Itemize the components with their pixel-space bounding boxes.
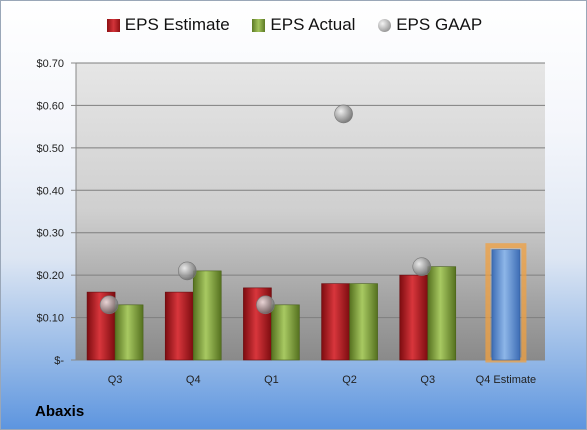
legend-swatch-eps-actual — [252, 18, 266, 32]
marker-eps-gaap — [177, 261, 197, 281]
company-name: Abaxis — [35, 403, 85, 420]
bar-eps-estimate — [164, 291, 194, 361]
gaap-markers — [99, 104, 432, 315]
legend-swatch-eps-estimate — [106, 18, 120, 32]
legend-label-eps-gaap: EPS GAAP — [396, 15, 483, 34]
bar-eps-estimate — [399, 274, 429, 361]
marker-eps-gaap — [412, 257, 432, 276]
y-tick-label: $0.20 — [36, 270, 64, 282]
y-tick-label: $0.30 — [36, 228, 64, 240]
x-tick-label: Q2 — [342, 374, 357, 386]
legend-label-eps-estimate: EPS Estimate — [124, 15, 230, 34]
x-tick-label: Q3 — [420, 374, 435, 386]
bar-eps-actual — [114, 304, 144, 361]
legend-item-eps-actual: EPS Actual — [252, 15, 355, 35]
marker-eps-gaap — [99, 295, 119, 315]
gridlines — [76, 62, 545, 361]
x-tick-label: Q4 Estimate — [476, 374, 537, 386]
x-tick-label: Q4 — [186, 374, 201, 386]
y-axis: $- $0.10 $0.20 $0.30 $0.40 $0.50 $0.60 $0.70 — [36, 58, 77, 367]
legend: EPS Estimate EPS Actual EPS GAAP — [1, 15, 586, 37]
marker-eps-gaap — [334, 104, 353, 124]
legend-swatch-eps-gaap — [378, 18, 392, 32]
x-axis: Q3 Q4 Q1 Q2 Q3 Q4 Estimate — [108, 374, 536, 386]
bars — [86, 243, 527, 363]
bar-eps-actual — [427, 266, 457, 361]
legend-label-eps-actual: EPS Actual — [270, 15, 356, 34]
legend-item-eps-estimate: EPS Estimate — [106, 15, 230, 35]
y-tick-label: $0.70 — [36, 58, 64, 70]
bar-eps-actual — [349, 283, 378, 361]
bar-q4-estimate — [491, 249, 521, 361]
bar-eps-actual — [271, 304, 300, 361]
x-tick-label: Q3 — [108, 374, 123, 386]
y-tick-label: $0.50 — [36, 143, 64, 155]
y-tick-label: $- — [54, 355, 64, 367]
y-tick-label: $0.60 — [36, 100, 64, 112]
marker-eps-gaap — [256, 295, 275, 315]
bar-eps-actual — [192, 270, 222, 361]
plot-area — [76, 63, 545, 360]
legend-item-eps-gaap: EPS GAAP — [378, 15, 482, 35]
x-tick-label: Q1 — [264, 374, 279, 386]
y-tick-label: $0.40 — [36, 185, 64, 197]
bar-eps-estimate — [321, 283, 350, 361]
y-tick-label: $0.10 — [36, 313, 64, 325]
